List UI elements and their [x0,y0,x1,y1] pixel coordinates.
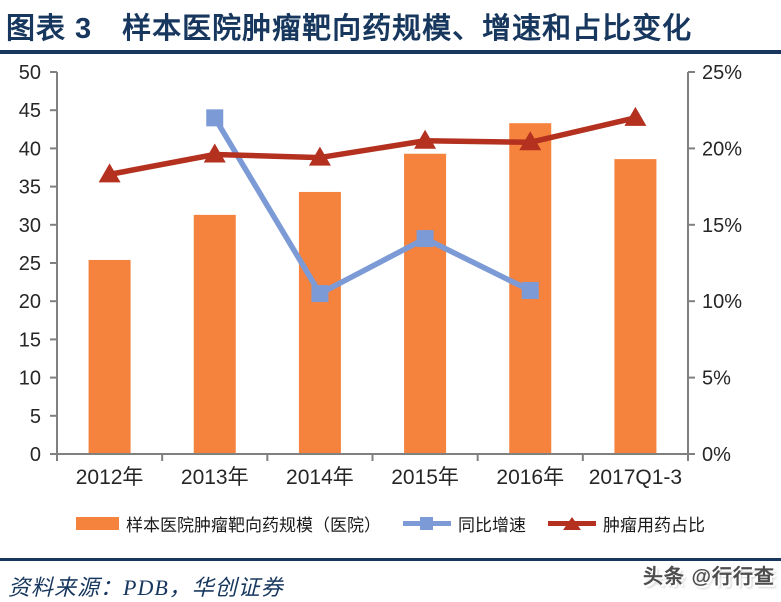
right-axis-tick-label: 25% [702,62,742,84]
triangle-marker-icon [414,129,437,149]
bar-2017Q1-3 [614,159,657,454]
right-axis-tick-label: 0% [702,444,731,466]
watermark: 头条 @行行查 [642,566,775,588]
left-axis-tick-label: 0 [30,444,41,466]
left-axis-tick-label: 50 [19,62,41,84]
square-marker-icon [311,285,329,303]
left-axis-tick-label: 45 [19,100,41,122]
triangle-marker-icon [624,106,647,126]
square-marker-icon [521,282,539,300]
x-axis-category-label: 2015年 [391,466,459,489]
chart-legend: 样本医院肿瘤靶向药规模（医院） 同比增速 肿瘤用药占比 [0,511,781,536]
left-axis-tick-label: 15 [19,329,41,351]
triangle-marker-icon [98,163,121,183]
right-axis-tick-label: 5% [702,368,731,390]
legend-item-bar-series: 样本医院肿瘤靶向药规模（医院） [76,511,381,536]
x-axis-category-label: 2014年 [286,466,354,489]
left-axis-tick-label: 25 [19,253,41,275]
x-axis-category-label: 2013年 [181,466,249,489]
square-marker-icon [206,109,224,127]
left-axis-tick-label: 20 [19,291,41,313]
left-axis-tick-label: 30 [19,215,41,237]
left-axis-tick-label: 40 [19,138,41,160]
legend-item-growth-series: 同比增速 [403,511,526,536]
left-axis-tick-label: 5 [30,406,41,428]
legend-label-bar-series: 样本医院肿瘤靶向药规模（医院） [126,516,381,535]
source-note: 资料来源：PDB，华创证券 [8,575,284,600]
legend-label-growth-series: 同比增速 [458,516,526,535]
right-axis-tick-label: 15% [702,215,742,237]
left-axis-tick-label: 10 [19,368,41,390]
footer-rule [0,558,781,561]
square-marker-icon [416,230,434,248]
triangle-marker-icon [308,146,331,166]
right-axis-tick-label: 10% [702,291,742,313]
figure-title: 图表 3 样本医院肿瘤靶向药规模、增速和占比变化 [6,13,693,45]
legend-label-share-series: 肿瘤用药占比 [603,516,705,535]
left-axis-tick-label: 35 [19,177,41,199]
triangle-marker-icon [519,131,542,151]
legend-bar-swatch [76,517,119,530]
triangle-marker-icon [203,143,226,163]
bar-2014年 [298,191,341,454]
line-同比增速 [212,116,532,297]
title-underline [0,50,781,54]
bar-2012年 [88,259,131,454]
legend-line-triangle-swatch [548,516,596,532]
legend-item-share-series: 肿瘤用药占比 [548,511,705,536]
bar-2015年 [404,153,447,455]
bar-2013年 [193,214,236,454]
chart-canvas: 0 5 10 15 20 25 30 35 40 45 50 0% 5% 10% 15% 20% 25% 2012… [19,62,742,489]
x-axis-category-label: 2016年 [496,466,564,489]
line-肿瘤用药占比 [109,115,637,178]
legend-square-marker-icon [420,517,433,530]
legend-line-square-swatch [403,516,451,532]
right-axis-tick-label: 20% [702,138,742,160]
legend-triangle-marker-icon [563,516,581,530]
x-axis-category-label: 2017Q1-3 [589,466,682,489]
x-axis-category-label: 2012年 [76,466,144,489]
